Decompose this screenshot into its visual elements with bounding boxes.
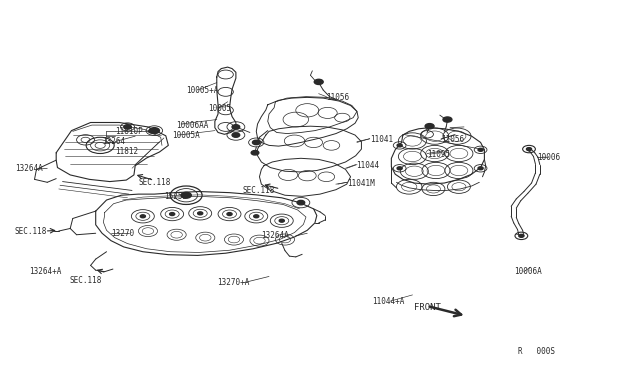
Text: 10005+A: 10005+A [186, 86, 218, 95]
Circle shape [478, 148, 483, 151]
Text: SEC.118: SEC.118 [243, 186, 275, 195]
Circle shape [314, 79, 323, 84]
Circle shape [397, 144, 402, 147]
Circle shape [198, 212, 203, 215]
Text: SEC.118: SEC.118 [14, 227, 47, 235]
Text: 13264+A: 13264+A [29, 267, 61, 276]
Text: 13264A: 13264A [261, 231, 289, 240]
Text: 13270: 13270 [111, 229, 134, 238]
Text: 10006: 10006 [537, 153, 560, 162]
Text: 11056: 11056 [441, 135, 464, 144]
Text: 10006AA: 10006AA [176, 121, 209, 129]
Text: 10005: 10005 [209, 104, 232, 113]
Circle shape [124, 125, 131, 129]
Circle shape [251, 151, 259, 155]
Text: R   000S: R 000S [518, 347, 554, 356]
Text: 11812: 11812 [115, 147, 138, 156]
Circle shape [170, 212, 175, 215]
Circle shape [140, 215, 145, 218]
Circle shape [253, 215, 259, 218]
Circle shape [478, 167, 483, 170]
Circle shape [181, 192, 191, 198]
Text: SEC.118: SEC.118 [70, 276, 102, 285]
Circle shape [443, 117, 452, 122]
Text: 11041M: 11041M [347, 179, 374, 187]
Text: 13270+A: 13270+A [217, 278, 249, 287]
Circle shape [297, 201, 305, 205]
Circle shape [425, 124, 434, 129]
Text: 15255: 15255 [164, 192, 188, 201]
Circle shape [232, 133, 240, 137]
Text: 10006A: 10006A [515, 267, 542, 276]
Text: 13264A: 13264A [15, 164, 43, 173]
Text: 13264: 13264 [102, 137, 125, 146]
Text: 11044+A: 11044+A [372, 297, 404, 306]
Circle shape [252, 140, 260, 145]
Text: FRONT: FRONT [414, 302, 441, 312]
Text: 11044: 11044 [356, 161, 379, 170]
Text: 11095: 11095 [427, 151, 450, 160]
Circle shape [397, 167, 402, 170]
Circle shape [527, 148, 532, 151]
Text: 11056: 11056 [326, 93, 349, 102]
Circle shape [519, 234, 524, 237]
Circle shape [232, 125, 240, 129]
Text: 11041: 11041 [370, 135, 393, 144]
Text: 10005A: 10005A [172, 131, 200, 140]
Circle shape [279, 219, 284, 222]
Circle shape [149, 128, 159, 134]
Circle shape [148, 130, 154, 133]
Text: 11810P: 11810P [115, 127, 143, 136]
Text: SEC.118: SEC.118 [138, 178, 171, 187]
Circle shape [227, 212, 232, 215]
